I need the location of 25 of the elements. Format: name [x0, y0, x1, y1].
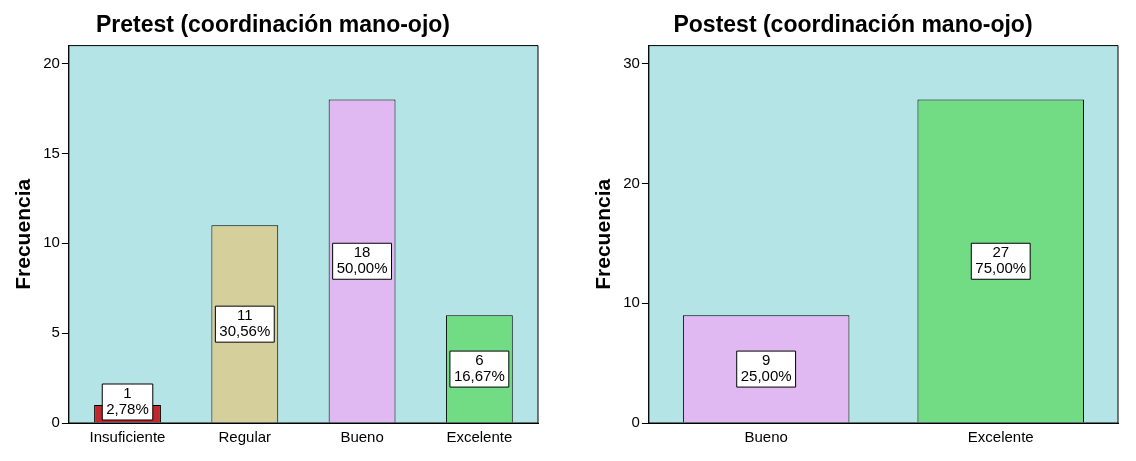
data-label: 18 50,00%: [336, 243, 388, 277]
data-label: 11 30,56%: [219, 306, 271, 340]
y-axis-title: Frecuencia: [591, 178, 615, 290]
y-tick-label: 15: [43, 143, 60, 161]
x-tick-label: Excelente: [446, 428, 513, 446]
data-label: 1 2,78%: [106, 384, 149, 418]
chart-title: Pretest (coordinación mano-ojo): [96, 11, 450, 38]
x-tick-label: Bueno: [744, 428, 788, 446]
data-label: 6 16,67%: [453, 351, 505, 385]
y-tick-label: 0: [631, 413, 640, 431]
data-label: 9 25,00%: [740, 351, 792, 385]
chart-title: Postest (coordinación mano-ojo): [673, 11, 1033, 38]
x-tick-label: Insuficiente: [89, 428, 166, 446]
y-tick-label: 0: [51, 413, 60, 431]
y-tick-label: 30: [623, 53, 640, 71]
x-tick-label: Excelente: [967, 428, 1034, 446]
x-tick-label: Regular: [218, 428, 272, 446]
y-tick-label: 5: [51, 323, 60, 341]
y-tick-label: 10: [623, 293, 640, 311]
y-tick-label: 10: [43, 233, 60, 251]
y-tick-label: 20: [623, 173, 640, 191]
x-tick-label: Bueno: [340, 428, 384, 446]
data-label: 27 75,00%: [975, 243, 1027, 277]
y-tick-label: 20: [43, 53, 60, 71]
y-axis-title: Frecuencia: [11, 178, 35, 290]
